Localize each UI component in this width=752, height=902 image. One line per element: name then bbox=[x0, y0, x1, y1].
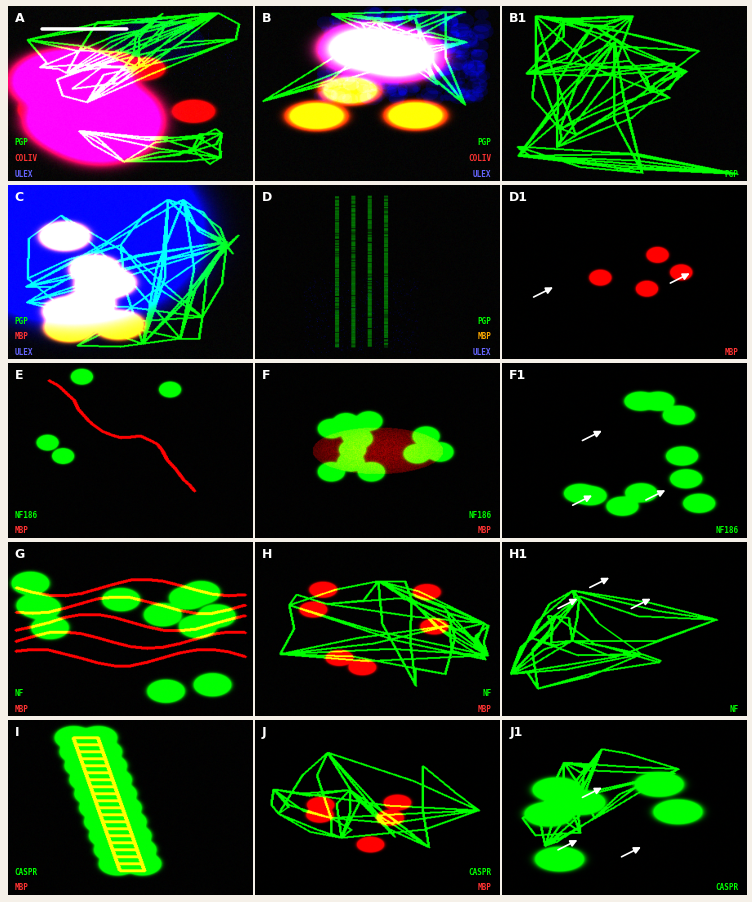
Text: NF: NF bbox=[482, 688, 492, 697]
Text: NF186: NF186 bbox=[15, 511, 38, 520]
Text: F1: F1 bbox=[509, 369, 526, 382]
Text: ULEX: ULEX bbox=[15, 347, 33, 356]
Text: CASPR: CASPR bbox=[468, 867, 492, 876]
Text: NF186: NF186 bbox=[716, 526, 738, 535]
Text: F: F bbox=[262, 369, 271, 382]
Text: ULEX: ULEX bbox=[473, 170, 492, 179]
Text: H1: H1 bbox=[509, 548, 529, 560]
Text: NF: NF bbox=[15, 688, 24, 697]
Text: MBP: MBP bbox=[478, 526, 492, 535]
Text: MBP: MBP bbox=[478, 332, 492, 341]
Text: NF186: NF186 bbox=[468, 511, 492, 520]
Text: MBP: MBP bbox=[725, 347, 738, 356]
Text: PGP: PGP bbox=[725, 170, 738, 179]
Text: G: G bbox=[15, 548, 25, 560]
Text: J: J bbox=[262, 725, 267, 739]
Text: COLIV: COLIV bbox=[468, 153, 492, 162]
Text: PGP: PGP bbox=[15, 138, 29, 147]
Text: B1: B1 bbox=[509, 13, 527, 25]
Text: MBP: MBP bbox=[15, 526, 29, 535]
Text: D: D bbox=[262, 190, 272, 204]
Text: MBP: MBP bbox=[15, 882, 29, 891]
Text: COLIV: COLIV bbox=[15, 153, 38, 162]
Text: E: E bbox=[15, 369, 23, 382]
Text: PGP: PGP bbox=[15, 317, 29, 325]
Text: MBP: MBP bbox=[15, 704, 29, 713]
Text: A: A bbox=[15, 13, 25, 25]
Text: MBP: MBP bbox=[478, 882, 492, 891]
Text: I: I bbox=[15, 725, 20, 739]
Text: B: B bbox=[262, 13, 271, 25]
Text: ULEX: ULEX bbox=[15, 170, 33, 179]
Text: CASPR: CASPR bbox=[15, 867, 38, 876]
Text: J1: J1 bbox=[509, 725, 523, 739]
Text: PGP: PGP bbox=[478, 138, 492, 147]
Text: CASPR: CASPR bbox=[716, 882, 738, 891]
Text: MBP: MBP bbox=[478, 704, 492, 713]
Text: NF: NF bbox=[729, 704, 738, 713]
Text: PGP: PGP bbox=[478, 317, 492, 325]
Text: C: C bbox=[15, 190, 24, 204]
Text: D1: D1 bbox=[509, 190, 528, 204]
Text: ULEX: ULEX bbox=[473, 347, 492, 356]
Text: MBP: MBP bbox=[15, 332, 29, 341]
Text: H: H bbox=[262, 548, 272, 560]
